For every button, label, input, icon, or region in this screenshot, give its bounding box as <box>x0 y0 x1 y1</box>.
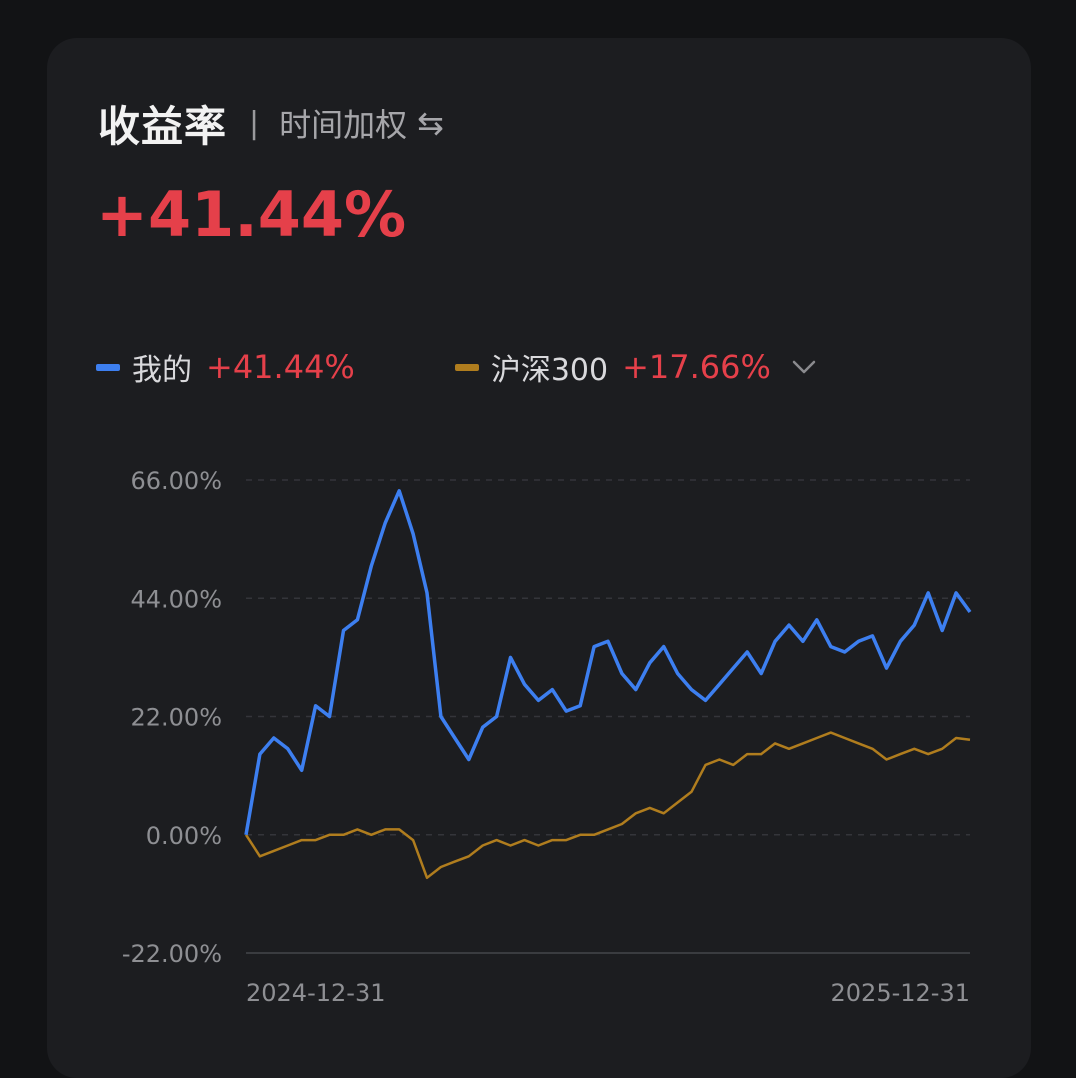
card-title: 收益率 <box>98 101 228 151</box>
total-return-value: +41.44% <box>96 178 407 251</box>
y-tick-label: 44.00% <box>130 585 222 613</box>
y-tick-label: -22.00% <box>122 940 222 968</box>
swap-arrows-icon[interactable]: ⇆ <box>417 104 444 142</box>
y-tick-label: 22.00% <box>130 704 222 732</box>
legend-value-benchmark: +17.66% <box>622 348 771 386</box>
legend-item-benchmark[interactable]: 沪深300 +17.66% <box>454 345 817 389</box>
legend-name-benchmark: 沪深300 <box>490 353 609 388</box>
card-header: 收益率 | 时间加权 ⇆ <box>98 96 444 151</box>
series-line-benchmark <box>244 731 971 880</box>
title-separator: | <box>249 105 260 141</box>
returns-line-chart[interactable]: 66.00% 44.00% 22.00% 0.00% -22.00% 2024-12-31… <box>0 0 1076 1056</box>
y-tick-label: 66.00% <box>130 467 222 495</box>
legend-swatch-benchmark <box>454 363 479 371</box>
legend-value-mine: +41.44% <box>206 348 355 386</box>
legend-name-mine: 我的 <box>132 353 192 388</box>
legend: 我的 +41.44% 沪深300 +17.66% <box>96 342 817 392</box>
legend-swatch-mine <box>96 363 120 371</box>
calc-mode-toggle[interactable]: 时间加权 <box>279 106 408 144</box>
series-line-mine <box>244 489 972 836</box>
legend-item-mine[interactable]: 我的 +41.44% <box>96 345 355 389</box>
y-tick-label: 0.00% <box>146 822 222 850</box>
chevron-down-icon[interactable] <box>791 359 817 375</box>
x-tick-label: 2024-12-31 <box>246 979 385 1007</box>
returns-card <box>47 38 1031 1078</box>
x-tick-label: 2025-12-31 <box>831 979 970 1007</box>
